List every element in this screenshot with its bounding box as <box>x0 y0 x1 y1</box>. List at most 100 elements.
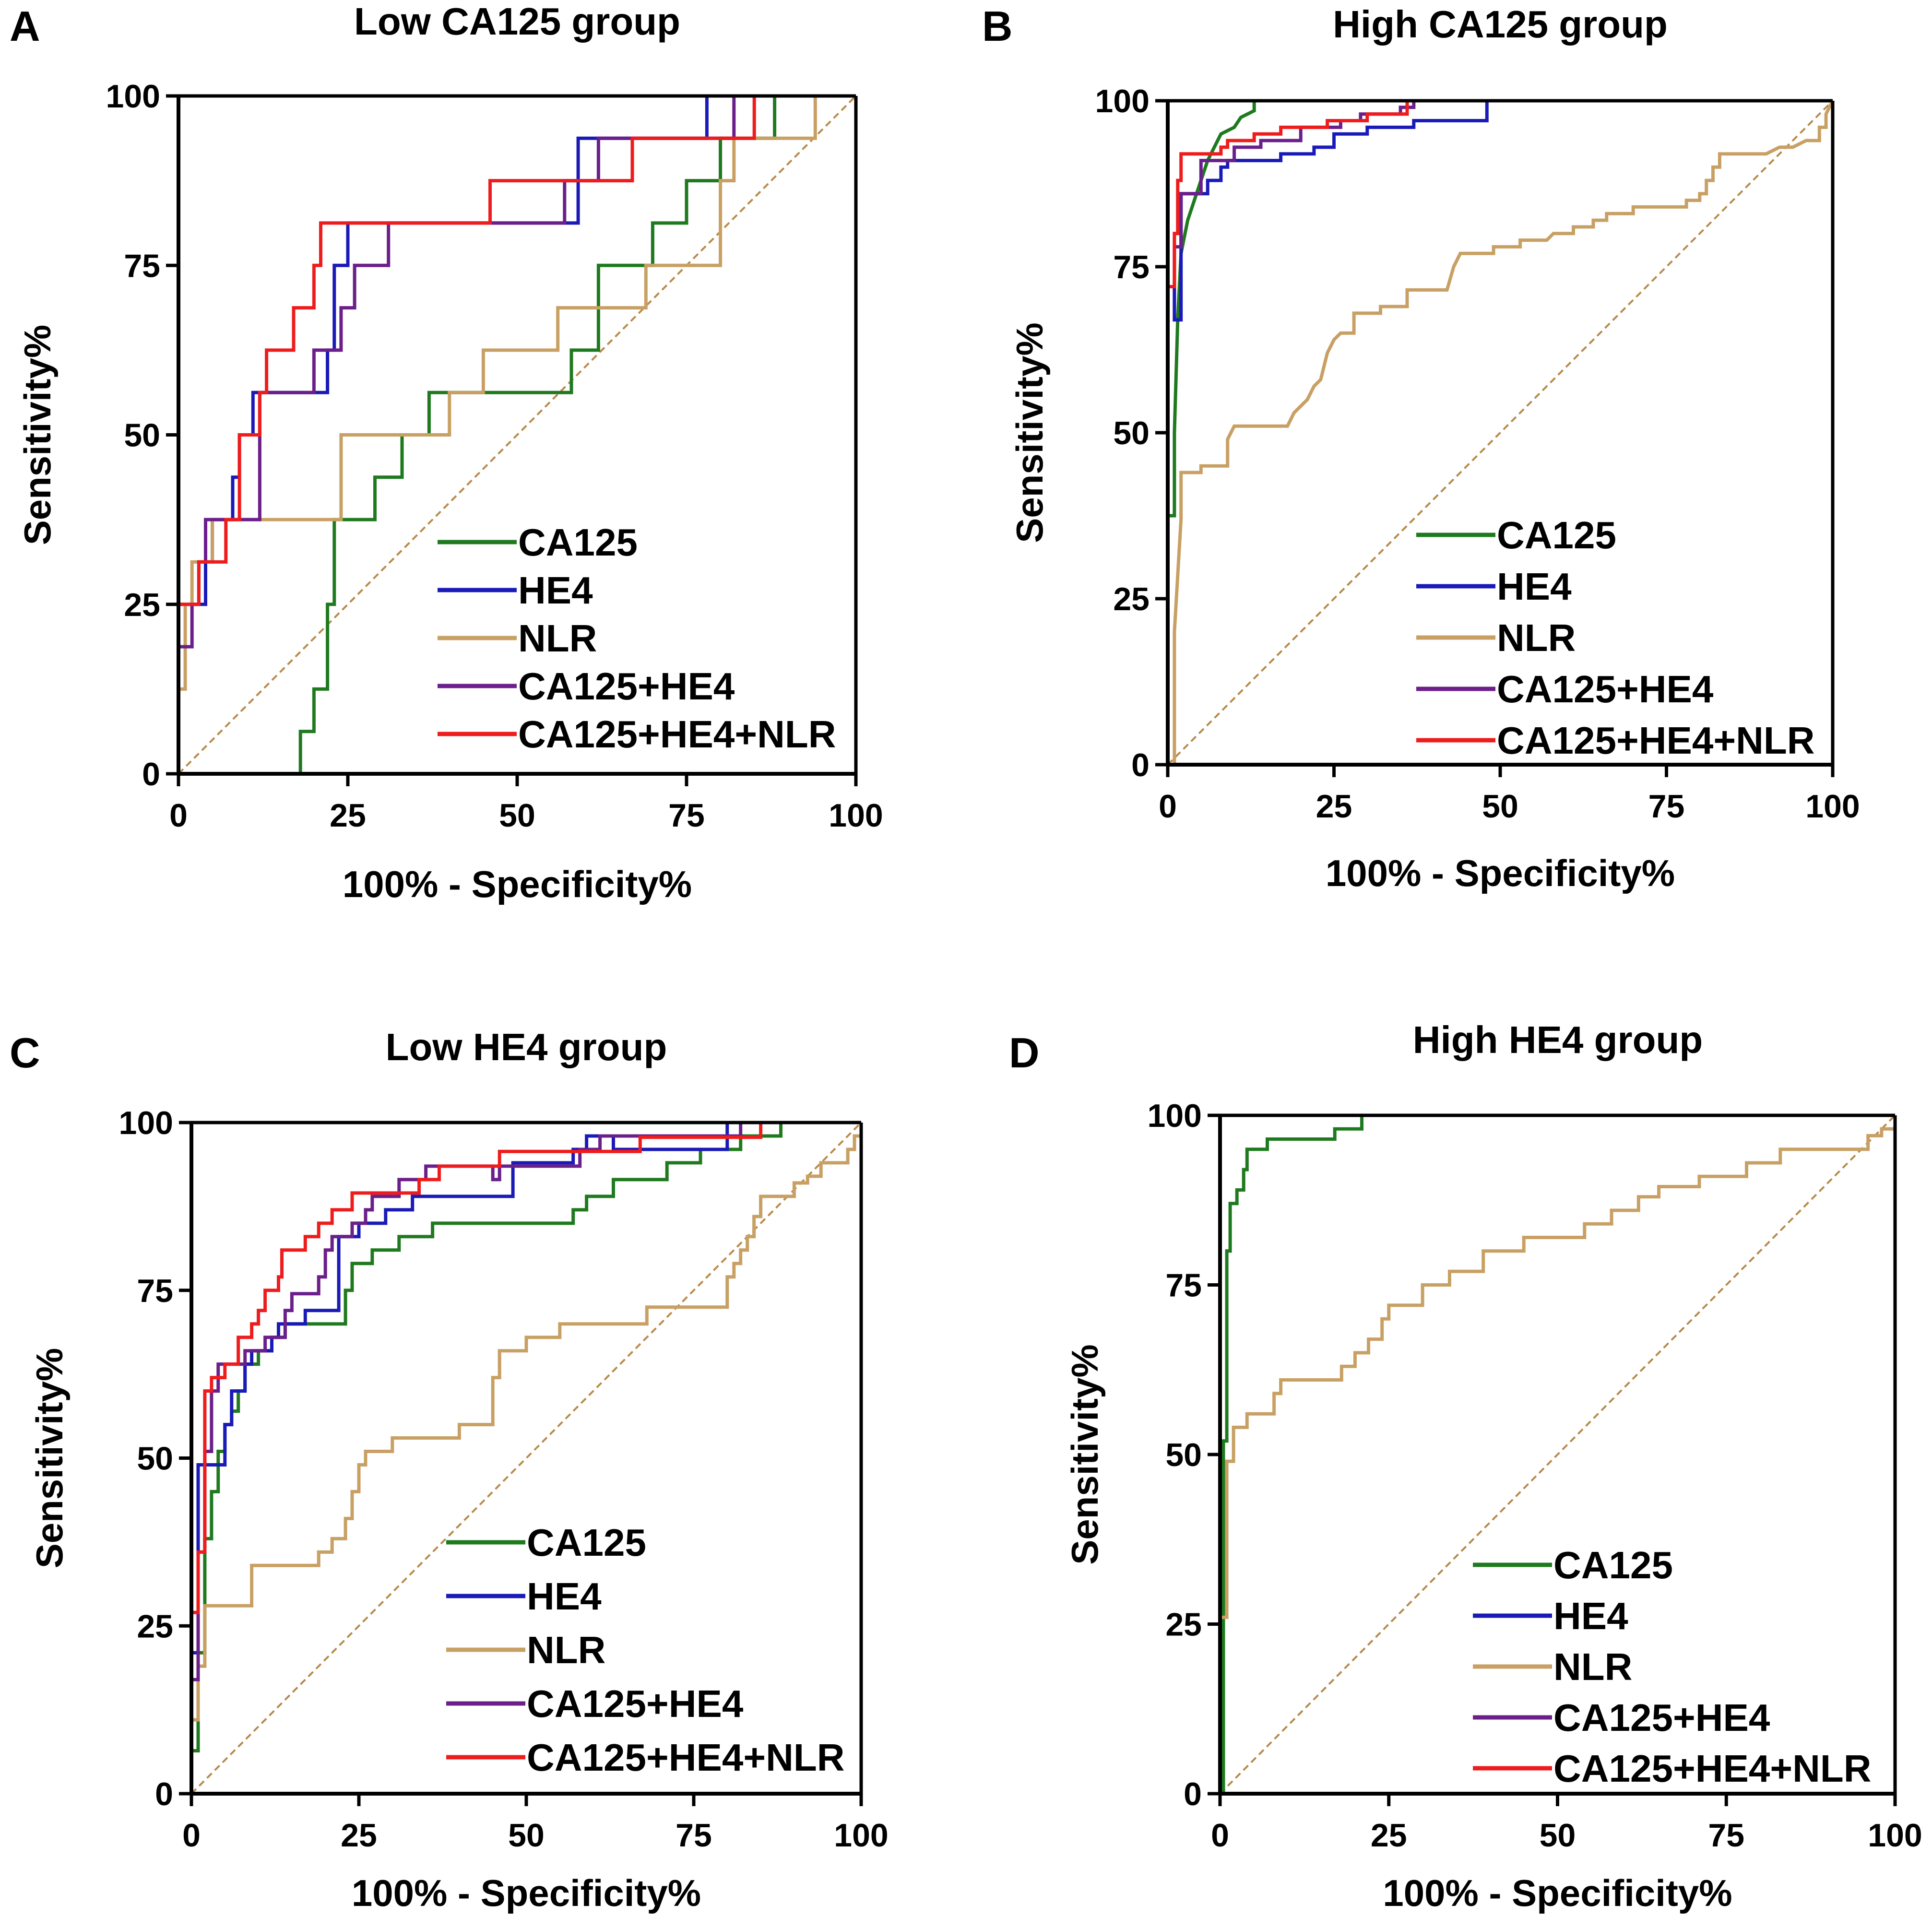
panel-a: A Low CA125 group 0 25 50 75 100 0 25 50 75 100 100%… <box>10 0 883 905</box>
y-tick-label: 50 <box>137 1441 173 1477</box>
legend: CA125 HE4 NLR CA125+HE4 CA125+HE4+NLR <box>446 1521 845 1779</box>
legend-label: CA125+HE4 <box>518 665 735 708</box>
y-tick-label: 75 <box>124 248 160 284</box>
x-tick-label: 75 <box>676 1817 712 1854</box>
chart-title: Low HE4 group <box>386 1026 667 1068</box>
x-tick-label: 75 <box>668 797 705 834</box>
y-tick-label: 100 <box>119 1105 173 1141</box>
panel-letter: D <box>1009 1029 1040 1076</box>
panel-b: B High CA125 group 0 25 50 75 100 0 25 50 75 100 100… <box>982 2 1860 894</box>
x-axis-title: 100% - Specificity% <box>343 863 692 905</box>
x-tick-label: 0 <box>182 1817 201 1854</box>
x-tick-label: 25 <box>330 797 366 834</box>
reference-diagonal <box>190 1122 862 1795</box>
reference-diagonal <box>1167 100 1834 766</box>
legend-label: NLR <box>527 1629 605 1671</box>
x-tick-label: 0 <box>169 797 188 834</box>
x-tick-label: 75 <box>1648 788 1685 825</box>
y-axis-title: Sensitivity% <box>16 325 59 545</box>
x-axis-title: 100% - Specificity% <box>1326 852 1675 894</box>
panel-c: C Low HE4 group 0 25 50 75 100 0 25 50 75 100 100% -… <box>10 1026 889 1914</box>
y-tick-label: 50 <box>1165 1437 1202 1473</box>
legend-label: CA125 <box>1553 1544 1673 1586</box>
series-line-nlr <box>190 1123 863 1794</box>
y-tick-label: 75 <box>1113 249 1150 285</box>
legend-label: HE4 <box>1497 565 1572 608</box>
series-line-ca125-he4-nlr <box>1166 99 1833 765</box>
x-tick-label: 25 <box>341 1817 377 1854</box>
y-tick-label: 75 <box>1165 1267 1202 1304</box>
legend-label: CA125+HE4+NLR <box>527 1736 845 1779</box>
series-line-ca125-he4 <box>190 1121 861 1794</box>
y-tick-label: 25 <box>1113 581 1150 617</box>
legend: CA125 HE4 NLR CA125+HE4 CA125+HE4+NLR <box>1416 514 1815 762</box>
legend-label: HE4 <box>527 1575 602 1618</box>
chart-title: High HE4 group <box>1413 1018 1703 1061</box>
legend-label: CA125+HE4+NLR <box>518 713 836 756</box>
x-tick-label: 0 <box>1159 788 1177 825</box>
series-line-ca125 <box>1220 1113 1895 1796</box>
legend-label: NLR <box>518 617 597 660</box>
y-tick-label: 0 <box>142 756 160 792</box>
x-tick-label: 100 <box>1868 1817 1922 1854</box>
y-tick-label: 100 <box>1148 1098 1202 1134</box>
x-tick-label: 50 <box>1540 1817 1576 1854</box>
x-tick-label: 25 <box>1316 788 1352 825</box>
y-tick-label: 100 <box>106 78 160 115</box>
legend: CA125 HE4 NLR CA125+HE4 CA125+HE4+NLR <box>438 521 836 756</box>
x-tick-label: 50 <box>1482 788 1518 825</box>
x-tick-label: 100 <box>829 797 883 834</box>
chart-title: High CA125 group <box>1333 3 1668 46</box>
panel-letter: A <box>10 2 40 50</box>
legend-label: CA125+HE4 <box>527 1682 744 1725</box>
y-axis-title: Sensitivity% <box>28 1348 71 1569</box>
series-line-ca125 <box>178 94 856 776</box>
y-tick-label: 25 <box>137 1608 173 1644</box>
x-axis-title: 100% - Specificity% <box>352 1872 701 1914</box>
series-line-ca125-he4-nlr <box>177 94 856 774</box>
legend-label: CA125+HE4+NLR <box>1497 719 1815 762</box>
panel-d: D High HE4 group 0 25 50 75 100 0 25 50 75 100 100% … <box>1009 1018 1922 1914</box>
panel-letter: B <box>982 2 1013 50</box>
x-tick-label: 25 <box>1371 1817 1407 1854</box>
x-tick-label: 50 <box>499 797 535 834</box>
legend-label: CA125+HE4+NLR <box>1553 1747 1872 1790</box>
legend-label: CA125+HE4 <box>1497 668 1714 710</box>
legend-label: HE4 <box>1553 1595 1628 1637</box>
y-tick-label: 75 <box>137 1273 173 1309</box>
reference-diagonal <box>1219 1114 1896 1795</box>
x-tick-label: 100 <box>834 1817 888 1854</box>
legend-label: CA125 <box>518 521 638 564</box>
y-tick-label: 50 <box>124 417 160 454</box>
y-axis-title: Sensitivity% <box>1008 322 1051 543</box>
x-tick-label: 100 <box>1805 788 1860 825</box>
legend: CA125 HE4 NLR CA125+HE4 CA125+HE4+NLR <box>1473 1544 1872 1790</box>
y-tick-label: 25 <box>124 587 160 623</box>
x-tick-label: 50 <box>508 1817 545 1854</box>
legend-label: NLR <box>1553 1645 1632 1688</box>
series-line-he4 <box>1166 99 1833 765</box>
series-line-ca125-he4 <box>1166 99 1833 765</box>
reference-diagonal <box>178 95 857 775</box>
y-tick-label: 0 <box>1184 1776 1202 1812</box>
series-line-ca125 <box>190 1121 861 1794</box>
x-axis-title: 100% - Specificity% <box>1383 1872 1732 1914</box>
y-tick-label: 0 <box>155 1776 173 1812</box>
y-tick-label: 100 <box>1095 83 1150 119</box>
legend-label: CA125+HE4 <box>1553 1696 1770 1739</box>
series-line-nlr <box>1218 1115 1897 1794</box>
x-tick-label: 75 <box>1708 1817 1744 1854</box>
y-tick-label: 50 <box>1113 415 1150 451</box>
legend-label: CA125 <box>1497 514 1616 556</box>
legend-label: HE4 <box>518 569 593 612</box>
y-axis-title: Sensitivity% <box>1064 1344 1106 1565</box>
chart-title: Low CA125 group <box>354 0 680 43</box>
legend-label: CA125 <box>527 1521 646 1564</box>
series-line-ca125-he4-nlr <box>190 1121 861 1794</box>
y-tick-label: 25 <box>1165 1607 1202 1643</box>
y-tick-label: 0 <box>1131 747 1150 783</box>
series-line-nlr <box>1168 100 1835 767</box>
legend-label: NLR <box>1497 616 1576 659</box>
